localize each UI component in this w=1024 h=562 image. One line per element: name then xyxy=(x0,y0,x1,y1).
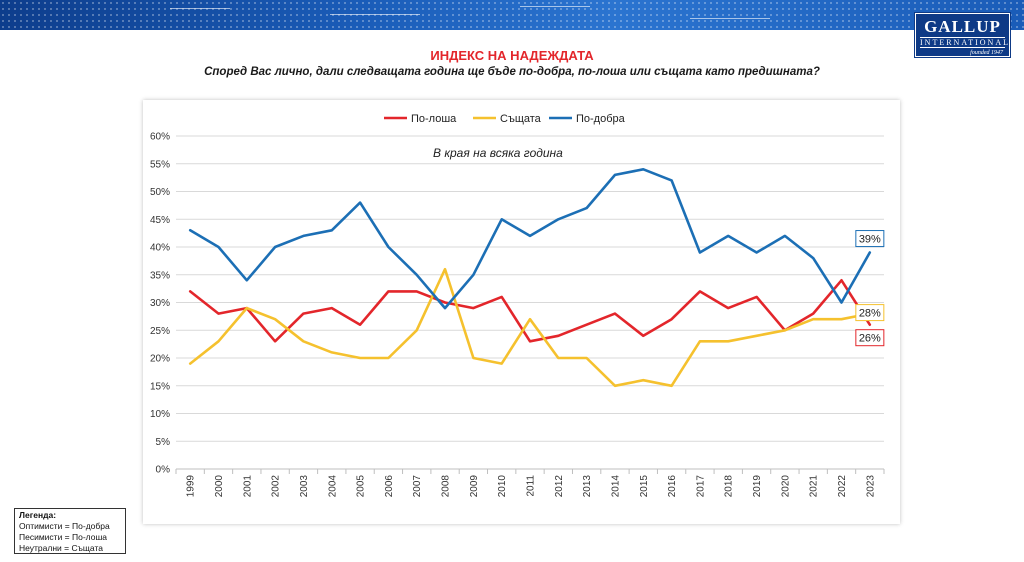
x-tick-label: 2004 xyxy=(327,475,338,498)
x-tick-label: 2010 xyxy=(497,475,508,498)
x-tick-label: 2000 xyxy=(214,475,225,498)
legend-line-optimists: Оптимисти = По-добра xyxy=(19,521,110,531)
y-tick-label: 30% xyxy=(150,298,170,309)
x-tick-label: 2017 xyxy=(695,475,706,498)
chart-annotation: В края на всяка година xyxy=(433,146,563,160)
y-tick-label: 20% xyxy=(150,354,170,365)
logo-sub: INTERNATIONAL xyxy=(920,37,1010,48)
y-tick-label: 10% xyxy=(150,409,170,420)
legend-box: Легенда: Оптимисти = По-добра Песимисти … xyxy=(14,508,126,554)
x-tick-label: 2009 xyxy=(469,475,480,498)
x-tick-label: 2014 xyxy=(610,475,621,498)
series-line-same xyxy=(188,267,872,388)
x-tick-label: 2013 xyxy=(582,475,593,498)
y-tick-label: 40% xyxy=(150,243,170,254)
legend-line-neutral: Неутрални = Същата xyxy=(19,543,103,553)
x-tick-label: 2012 xyxy=(554,475,565,498)
y-tick-label: 5% xyxy=(156,437,171,448)
gallup-logo: GALLUP INTERNATIONAL founded 1947 xyxy=(915,13,1010,57)
page-title: ИНДЕКС НА НАДЕЖДАТА xyxy=(430,48,594,63)
x-tick-label: 2006 xyxy=(384,475,395,498)
line-chart: 0% 5% 10% 15% 20% 25% 30% 35% 40% 45% 50% 55% 60% 199… xyxy=(150,113,885,498)
x-tick-label: 2002 xyxy=(271,475,282,498)
y-tick-label: 50% xyxy=(150,187,170,198)
x-tick-label: 2005 xyxy=(356,475,367,498)
logo-founded: founded 1947 xyxy=(970,50,1003,56)
end-label-worse: 26% xyxy=(859,333,881,345)
x-tick-label: 2018 xyxy=(724,475,735,498)
logo-brand: GALLUP xyxy=(924,17,1001,36)
end-label-box-worse xyxy=(855,329,885,347)
legend-label: По-лоша xyxy=(411,113,457,125)
chart-panel: 0% 5% 10% 15% 20% 25% 30% 35% 40% 45% 50% 55% 60% 199… xyxy=(143,100,900,524)
x-tick-label: 2022 xyxy=(837,475,848,498)
y-tick-label: 25% xyxy=(150,326,170,337)
end-label-box-better xyxy=(855,230,885,248)
x-tick-label: 2011 xyxy=(526,475,537,497)
x-tick-label: 2001 xyxy=(242,475,253,498)
legend-heading: Легенда: xyxy=(19,510,57,520)
page-subtitle: Според Вас лично, дали следващата година… xyxy=(204,66,820,78)
x-tick-label: 2003 xyxy=(299,475,310,498)
x-tick-label: 2007 xyxy=(412,475,423,498)
series-line-better xyxy=(188,168,872,310)
x-tick-label: 2020 xyxy=(780,475,791,498)
x-tick-label: 2008 xyxy=(441,475,452,498)
legend-label: Същата xyxy=(500,113,542,125)
y-tick-label: 60% xyxy=(150,132,170,143)
end-label-better: 39% xyxy=(859,234,881,246)
y-tick-label: 35% xyxy=(150,270,170,281)
y-tick-label: 55% xyxy=(150,159,170,170)
x-tick-label: 2021 xyxy=(809,475,820,498)
x-tick-label: 2015 xyxy=(639,475,650,498)
legend-label: По-добра xyxy=(576,113,626,125)
top-banner xyxy=(0,0,1024,30)
y-tick-label: 45% xyxy=(150,215,170,226)
x-tick-label: 2016 xyxy=(667,475,678,498)
x-tick-label: 1999 xyxy=(186,475,197,498)
end-label-same: 28% xyxy=(859,308,881,320)
x-tick-label: 2019 xyxy=(752,475,763,498)
x-tick-label: 2023 xyxy=(865,475,876,498)
y-tick-label: 15% xyxy=(150,381,170,392)
legend-line-pessimists: Песимисти = По-лоша xyxy=(19,532,108,542)
series-line-worse xyxy=(188,279,872,343)
end-label-box-same xyxy=(855,304,885,322)
y-tick-label: 0% xyxy=(156,465,171,476)
